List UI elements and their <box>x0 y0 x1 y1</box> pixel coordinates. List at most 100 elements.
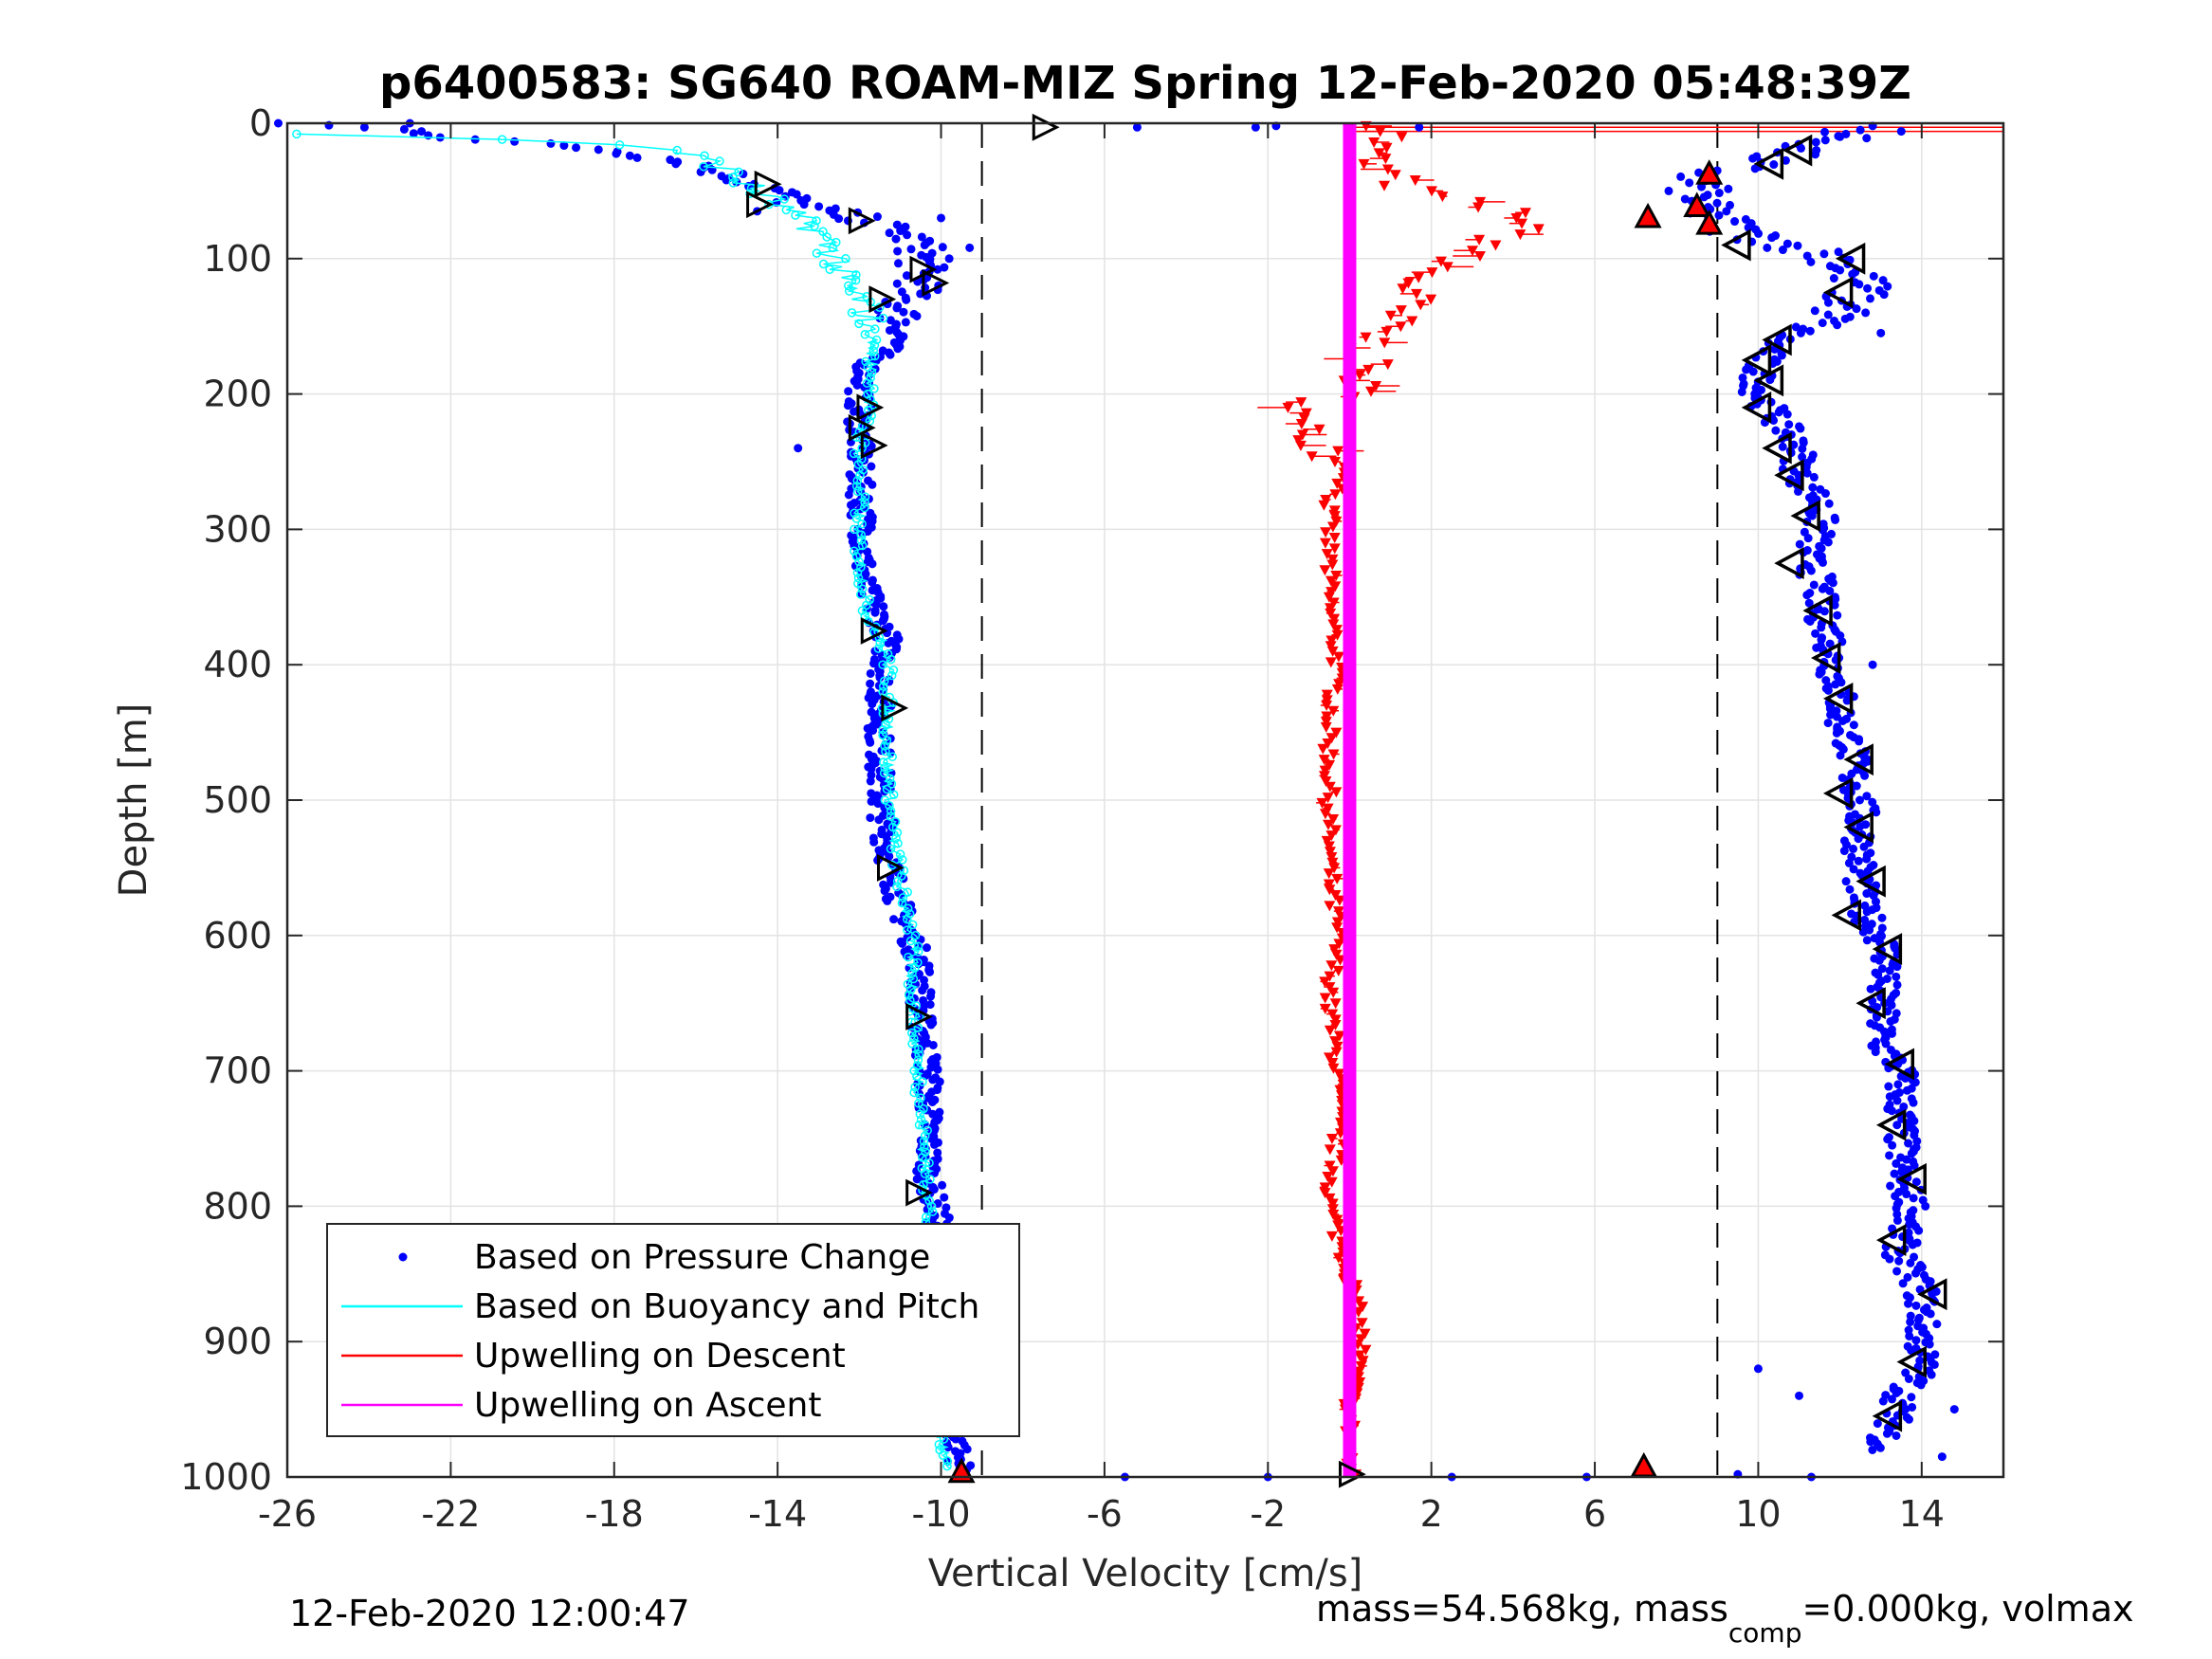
descent-triangle-marker <box>746 191 774 219</box>
pressure-change-point <box>1885 1254 1894 1264</box>
buoyancy-pitch-point <box>857 606 868 615</box>
pressure-change-point <box>1769 415 1779 425</box>
pressure-change-point <box>1892 962 1902 972</box>
buoyancy-pitch-point <box>904 952 913 962</box>
descent-triangle-marker <box>1338 1460 1366 1488</box>
upwelling-descent-point <box>1467 246 1479 257</box>
upwelling-descent-point <box>1353 1366 1365 1377</box>
legend-box <box>326 1223 1020 1437</box>
ascent-triangle-marker <box>1875 1108 1907 1141</box>
buoyancy-pitch-point <box>868 346 879 356</box>
y-tick-label: 500 <box>203 779 272 821</box>
upwelling-descent-point <box>1326 521 1339 533</box>
upwelling-descent-point <box>1319 565 1331 576</box>
buoyancy-pitch-point <box>853 578 863 589</box>
upwelling-descent-point <box>1332 651 1344 663</box>
buoyancy-pitch-point <box>861 356 870 367</box>
pressure-change-point <box>1862 907 1872 917</box>
buoyancy-pitch-point <box>908 974 919 984</box>
upwelling-descent-point <box>1389 170 1401 181</box>
upwelling-descent-point <box>1324 982 1336 994</box>
pressure-change-point <box>1902 1190 1911 1199</box>
upwelling-descent-point <box>1397 283 1409 295</box>
pressure-change-point <box>1910 1078 1920 1087</box>
buoyancy-pitch-point <box>914 1045 923 1054</box>
buoyancy-pitch-point <box>497 135 507 144</box>
buoyancy-pitch-point <box>878 660 887 669</box>
upwelling-descent-point <box>1319 1003 1331 1014</box>
ascent-triangle-marker <box>1896 1162 1927 1195</box>
pressure-change-point <box>1892 972 1901 981</box>
pressure-change-point <box>902 271 911 281</box>
descent-triangle-marker <box>922 269 950 297</box>
pressure-change-point <box>814 202 824 211</box>
upwelling-descent-point <box>1328 505 1341 517</box>
buoyancy-pitch-point <box>885 774 895 783</box>
buoyancy-pitch-point <box>879 768 889 778</box>
pressure-change-point <box>1793 486 1802 496</box>
upwelling-descent-point <box>1325 830 1338 842</box>
buoyancy-pitch-point <box>734 167 743 177</box>
pressure-change-point <box>866 813 875 823</box>
pressure-change-point <box>1714 210 1724 220</box>
pressure-change-point <box>1824 499 1834 508</box>
upwelling-descent-point <box>1325 587 1338 598</box>
pressure-change-point <box>1885 1151 1894 1160</box>
buoyancy-pitch-point <box>912 1071 922 1082</box>
buoyancy-pitch-point <box>854 556 864 567</box>
upwelling-descent-point <box>1326 1058 1339 1069</box>
pressure-change-point <box>1852 781 1861 791</box>
pressure-change-point <box>1854 834 1863 844</box>
pressure-change-point <box>1825 639 1835 648</box>
pressure-change-point <box>933 264 942 274</box>
upwelling-descent-point <box>1436 191 1449 203</box>
pressure-change-point <box>1862 792 1872 801</box>
upwelling-descent-point <box>1329 889 1342 901</box>
upwelling-descent-point <box>1325 851 1338 863</box>
buoyancy-pitch-point <box>910 931 921 940</box>
pressure-change-point <box>893 344 903 354</box>
buoyancy-pitch-point <box>878 682 888 691</box>
pressure-change-point <box>1829 274 1838 283</box>
upwelling-descent-point <box>1402 278 1415 289</box>
buoyancy-pitch-point <box>855 590 866 599</box>
pressure-change-point <box>1826 710 1836 720</box>
pressure-change-point <box>1849 720 1858 730</box>
pressure-change-point <box>1902 1155 1911 1164</box>
descent-triangle-marker <box>848 207 876 235</box>
pressure-change-point <box>1818 584 1827 593</box>
buoyancy-pitch-point <box>887 752 897 762</box>
ascent-triangle-marker <box>1872 1399 1903 1432</box>
buoyancy-pitch-point <box>905 995 915 1006</box>
upwelling-descent-point <box>1324 1025 1336 1036</box>
upwelling-descent-point <box>1333 939 1345 950</box>
buoyancy-pitch-point <box>845 286 854 296</box>
buoyancy-pitch-point <box>812 248 822 258</box>
pressure-change-point <box>612 149 621 158</box>
buoyancy-pitch-point <box>847 308 857 318</box>
descent-triangle-marker <box>905 1003 934 1030</box>
pressure-change-point <box>1877 913 1887 922</box>
footer-mass-subscript: comp <box>1728 1617 1802 1649</box>
pressure-change-point <box>470 135 480 144</box>
pressure-change-point <box>1840 314 1850 323</box>
buoyancy-pitch-point <box>854 319 864 329</box>
buoyancy-pitch-point <box>779 194 789 204</box>
pressure-change-point <box>1906 1311 1915 1321</box>
pressure-change-point <box>1907 1149 1916 1158</box>
upwelling-descent-point <box>1331 917 1344 928</box>
pressure-change-point <box>1904 1374 1913 1383</box>
pressure-change-point <box>1793 241 1802 250</box>
upwelling-descent-point <box>1327 987 1340 998</box>
pressure-change-point <box>933 1148 942 1158</box>
buoyancy-pitch-point <box>880 795 890 805</box>
buoyancy-pitch-point <box>856 530 866 539</box>
pressure-change-point <box>866 738 875 747</box>
pressure-change-point <box>1697 182 1707 191</box>
pressure-change-point <box>1676 172 1686 181</box>
pressure-change-point <box>937 213 946 223</box>
pressure-change-point <box>885 228 894 238</box>
pressure-change-point <box>925 1000 935 1010</box>
buoyancy-pitch-point <box>850 508 859 519</box>
